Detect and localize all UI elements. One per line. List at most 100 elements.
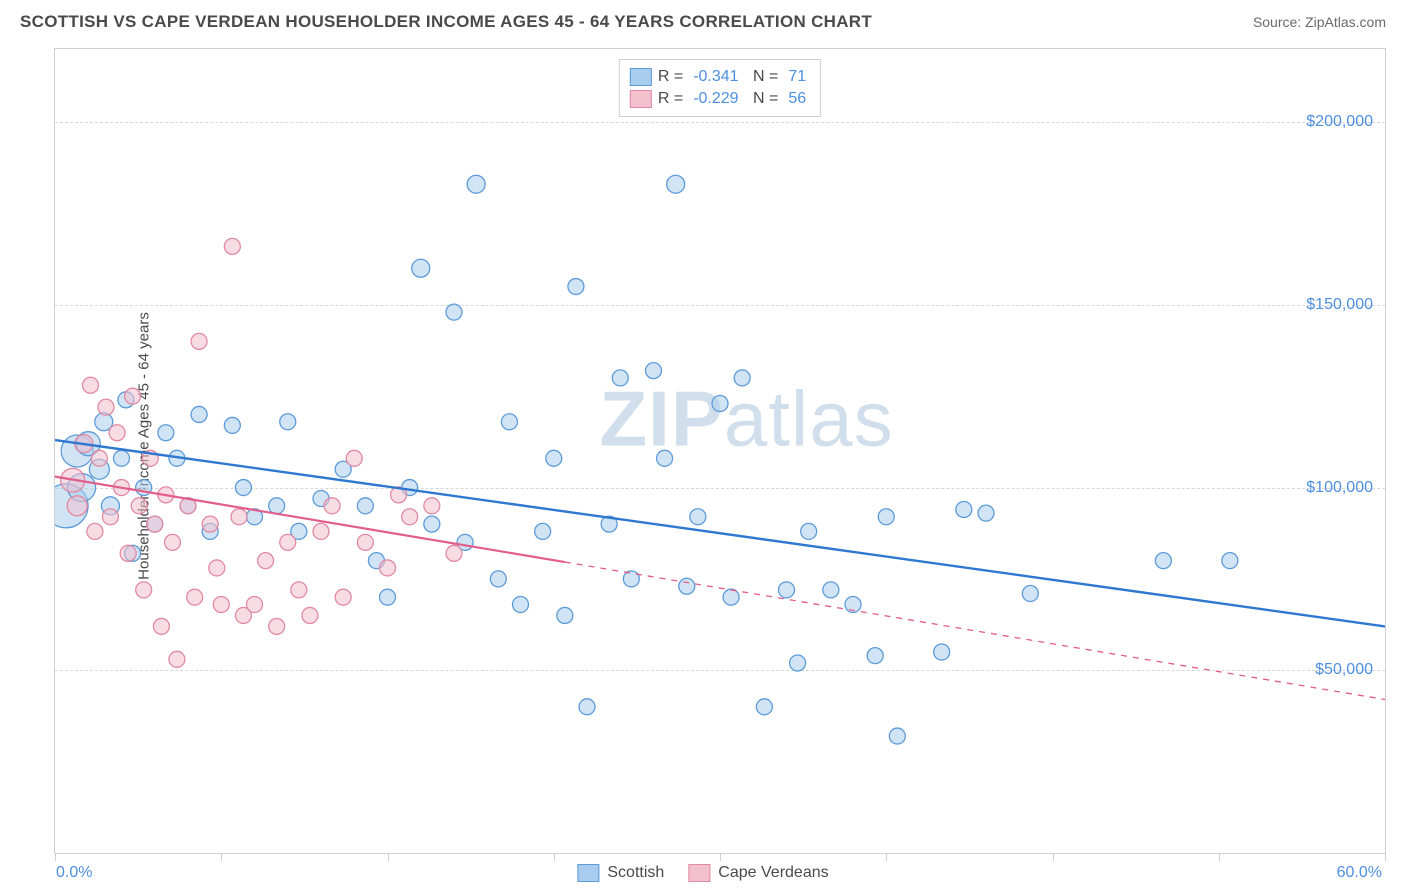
x-tick [55, 853, 56, 861]
legend-swatch [688, 864, 710, 882]
data-point [247, 596, 263, 612]
data-point [187, 589, 203, 605]
x-tick [886, 853, 887, 861]
data-point [380, 589, 396, 605]
legend-r-label: R = [658, 90, 683, 108]
legend-series: Scottish Cape Verdeans [577, 864, 828, 882]
data-point [779, 582, 795, 598]
legend-correlation: R =-0.341 N =71R =-0.229 N =56 [619, 59, 821, 117]
legend-swatch [577, 864, 599, 882]
data-point [231, 509, 247, 525]
data-point [213, 596, 229, 612]
data-point [579, 699, 595, 715]
data-point [209, 560, 225, 576]
x-tick [1385, 853, 1386, 861]
data-point [612, 370, 628, 386]
data-point [120, 545, 136, 561]
data-point [324, 498, 340, 514]
data-point [756, 699, 772, 715]
regression-line-extrapolated [565, 562, 1385, 699]
legend-n-value: 71 [784, 68, 810, 86]
legend-row: R =-0.229 N =56 [630, 88, 810, 110]
data-point [723, 589, 739, 605]
x-tick [554, 853, 555, 861]
legend-series-name: Scottish [607, 864, 664, 882]
data-point [136, 582, 152, 598]
data-point [568, 279, 584, 295]
data-point [712, 395, 728, 411]
data-point [424, 498, 440, 514]
data-point [169, 651, 185, 667]
data-point [889, 728, 905, 744]
x-tick [1219, 853, 1220, 861]
legend-item: Scottish [577, 864, 664, 882]
x-axis-max-label: 60.0% [1337, 864, 1382, 882]
data-point [1222, 553, 1238, 569]
data-point [82, 377, 98, 393]
data-point [734, 370, 750, 386]
data-point [87, 523, 103, 539]
data-point [1155, 553, 1171, 569]
data-point [667, 175, 685, 193]
data-point [424, 516, 440, 532]
data-point [302, 607, 318, 623]
data-point [346, 450, 362, 466]
data-point [125, 388, 141, 404]
legend-n-label: N = [749, 90, 779, 108]
data-point [258, 553, 274, 569]
data-point [147, 516, 163, 532]
x-tick [1053, 853, 1054, 861]
data-point [191, 406, 207, 422]
data-point [557, 607, 573, 623]
data-point [1022, 586, 1038, 602]
data-point [646, 363, 662, 379]
legend-row: R =-0.341 N =71 [630, 66, 810, 88]
data-point [269, 498, 285, 514]
chart-area: ZIPatlas $50,000$100,000$150,000$200,000… [54, 48, 1386, 854]
legend-item: Cape Verdeans [688, 864, 828, 882]
data-point [191, 333, 207, 349]
data-point [235, 480, 251, 496]
data-point [164, 534, 180, 550]
data-point [380, 560, 396, 576]
data-point [114, 450, 130, 466]
data-point [109, 425, 125, 441]
legend-swatch [630, 68, 652, 86]
data-point [535, 523, 551, 539]
data-point [91, 450, 107, 466]
legend-r-value: -0.341 [689, 68, 742, 86]
x-tick [720, 853, 721, 861]
title-bar: SCOTTISH VS CAPE VERDEAN HOUSEHOLDER INC… [0, 0, 1406, 40]
data-point [280, 534, 296, 550]
data-point [446, 304, 462, 320]
data-point [690, 509, 706, 525]
data-point [158, 425, 174, 441]
data-point [823, 582, 839, 598]
data-point [357, 534, 373, 550]
data-point [131, 498, 147, 514]
data-point [878, 509, 894, 525]
data-point [402, 509, 418, 525]
legend-n-value: 56 [784, 90, 810, 108]
data-point [224, 238, 240, 254]
data-point [867, 648, 883, 664]
data-point [978, 505, 994, 521]
legend-r-label: R = [658, 68, 683, 86]
data-point [412, 259, 430, 277]
x-axis-min-label: 0.0% [56, 864, 92, 882]
data-point [446, 545, 462, 561]
data-point [202, 516, 218, 532]
data-point [801, 523, 817, 539]
source-label: Source: ZipAtlas.com [1253, 14, 1386, 30]
data-point [269, 618, 285, 634]
data-point [679, 578, 695, 594]
legend-swatch [630, 90, 652, 108]
data-point [102, 509, 118, 525]
data-point [467, 175, 485, 193]
data-point [934, 644, 950, 660]
data-point [956, 501, 972, 517]
data-point [357, 498, 373, 514]
data-point [224, 417, 240, 433]
data-point [67, 496, 87, 516]
x-tick [388, 853, 389, 861]
